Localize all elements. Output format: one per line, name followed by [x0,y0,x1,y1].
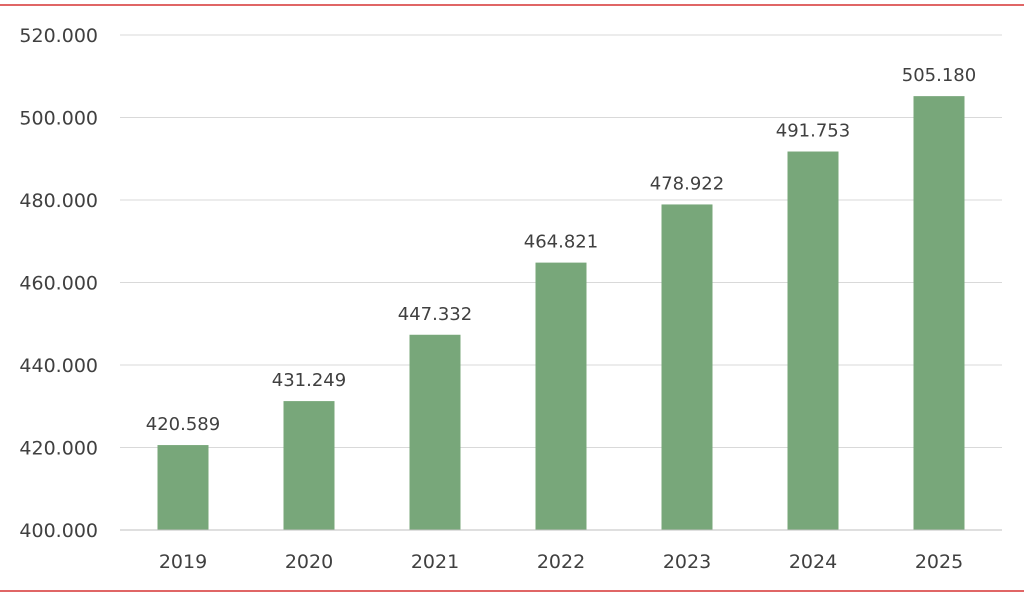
data-label: 420.589 [146,414,220,435]
y-tick-label: 440.000 [19,355,98,377]
y-tick-label: 520.000 [19,25,98,47]
top-border-rule [0,4,1024,6]
y-tick-label: 420.000 [19,438,98,460]
y-axis-tick-labels: 400.000 420.000 440.000 460.000 480.000 500.0… [19,25,98,542]
bar [661,204,713,530]
x-tick-label: 2023 [663,551,711,573]
x-tick-label: 2024 [789,551,837,573]
x-tick-label: 2019 [159,551,207,573]
data-labels: 420.589 431.249 447.332 464.821 478.922 491.7… [146,65,976,435]
x-axis-tick-labels: 2019 2020 2021 2022 2023 2024 2025 [159,551,963,573]
data-label: 447.332 [398,304,472,325]
y-tick-label: 460.000 [19,273,98,295]
data-label: 431.249 [272,370,346,391]
bar [283,401,335,530]
bar [535,262,587,530]
bar [913,96,965,530]
data-label: 478.922 [650,173,724,194]
y-tick-label: 500.000 [19,108,98,130]
x-tick-label: 2021 [411,551,459,573]
bar [787,151,839,531]
data-label: 491.753 [776,121,850,142]
bar [157,445,209,530]
x-tick-label: 2025 [915,551,963,573]
bar [409,334,461,530]
bottom-border-rule [0,590,1024,592]
x-tick-label: 2022 [537,551,585,573]
data-label: 464.821 [524,232,598,253]
y-tick-label: 400.000 [19,520,98,542]
data-label: 505.180 [902,65,976,86]
x-tick-label: 2020 [285,551,333,573]
y-tick-label: 480.000 [19,190,98,212]
bars [157,96,965,531]
